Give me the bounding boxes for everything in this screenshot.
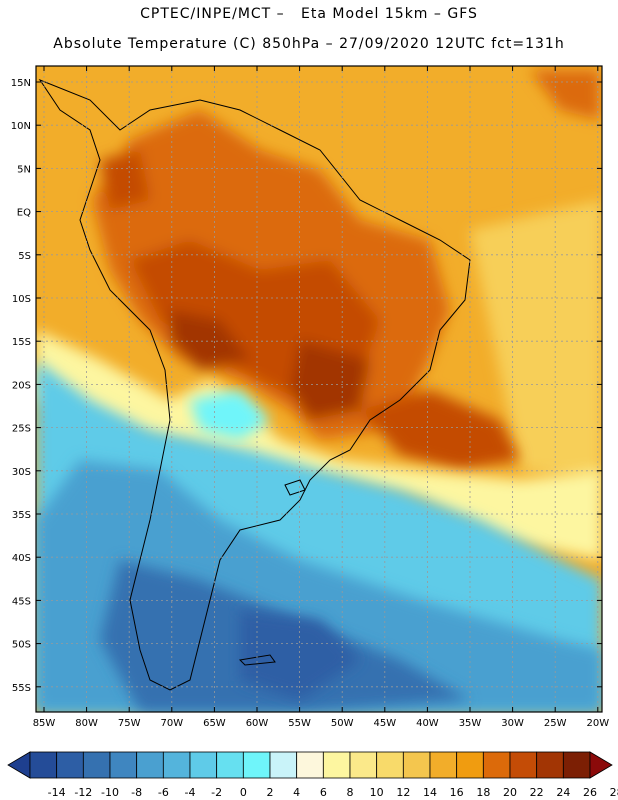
colorbar-swatch xyxy=(269,751,298,779)
lat-label: 35S xyxy=(12,510,31,521)
colorbar-labels: -14 -12 -10 -8 -6 -4 -2 0 2 4 6 8 10 12 14 16 18 20 22 24 26… xyxy=(48,786,618,799)
coastlines xyxy=(38,78,471,691)
lon-label: 85W xyxy=(33,718,56,729)
colorbar-swatch xyxy=(82,751,111,779)
lat-label: 15S xyxy=(12,337,31,348)
colorbar-label: 20 xyxy=(503,786,517,799)
colorbar-swatch xyxy=(216,751,244,779)
colorbar-label: 24 xyxy=(556,786,570,799)
colorbar-label: 8 xyxy=(347,786,354,799)
colorbar-swatch xyxy=(509,751,538,779)
lat-label: 45S xyxy=(12,596,31,607)
colorbar-label: 28 xyxy=(610,786,618,799)
colorbar-label: -8 xyxy=(131,786,142,799)
colorbar-label: -6 xyxy=(158,786,169,799)
lon-label: 60W xyxy=(246,718,269,729)
lon-label: 65W xyxy=(203,718,226,729)
lat-label: 30S xyxy=(12,467,31,478)
colorbar-swatch xyxy=(136,751,164,779)
lat-label: EQ xyxy=(17,208,31,219)
lat-label: 25S xyxy=(12,424,31,435)
lon-label: 75W xyxy=(118,718,141,729)
plot-frame xyxy=(35,65,603,713)
colorbar-label: -4 xyxy=(185,786,196,799)
colorbar-label: 10 xyxy=(370,786,384,799)
colorbar-label: 2 xyxy=(267,786,274,799)
colorbar-swatch xyxy=(402,751,431,779)
colorbar-label: 4 xyxy=(293,786,300,799)
graticule xyxy=(36,66,602,712)
colorbar-swatch xyxy=(536,751,564,779)
lat-label: 40S xyxy=(12,553,31,564)
lat-label: 15N xyxy=(11,78,31,89)
lon-label: 40W xyxy=(416,718,439,729)
colorbar-label: -14 xyxy=(48,786,66,799)
colorbar-swatch xyxy=(429,751,458,779)
lon-label: 70W xyxy=(160,718,183,729)
map-title-line1: CPTEC/INPE/MCT – Eta Model 15km – GFS xyxy=(140,6,478,22)
colorbar-label: -2 xyxy=(211,786,222,799)
colorbar-label: 26 xyxy=(583,786,597,799)
lat-label: 10S xyxy=(12,294,31,305)
lat-label: 50S xyxy=(12,640,31,651)
colorbar-swatch xyxy=(189,751,218,779)
lat-label: 5S xyxy=(18,251,31,262)
colorbar-swatch xyxy=(56,751,84,779)
colorbar xyxy=(7,751,613,779)
colorbar-label: -10 xyxy=(101,786,119,799)
colorbar-label: 6 xyxy=(320,786,327,799)
lat-label: 10N xyxy=(11,121,31,132)
lat-label: 5N xyxy=(17,164,31,175)
colorbar-label: 0 xyxy=(240,786,247,799)
colorbar-swatch xyxy=(376,751,404,779)
colorbar-swatch xyxy=(109,751,138,779)
longitude-labels: 85W 80W 75W 70W 65W 60W 55W 50W 45W 40W 35W 30W 25W 2… xyxy=(33,66,609,729)
colorbar-swatch xyxy=(29,751,58,779)
latitude-labels: 15N 10N 5N EQ 5S 10S 15S 20S 25S 30S 35S 40S 45S 50S 5… xyxy=(11,78,602,694)
lat-label: 20S xyxy=(12,380,31,391)
colorbar-arrow-low xyxy=(7,751,31,779)
lon-label: 80W xyxy=(75,718,98,729)
colorbar-label: 18 xyxy=(476,786,490,799)
colorbar-swatch xyxy=(349,751,378,779)
colorbar-swatch xyxy=(322,751,351,779)
hot-core xyxy=(92,70,600,470)
lon-label: 55W xyxy=(288,718,311,729)
colorbar-arrow-high xyxy=(589,751,613,779)
lat-label: 55S xyxy=(12,683,31,694)
lon-label: 20W xyxy=(586,718,609,729)
colorbar-label: 14 xyxy=(423,786,437,799)
colorbar-swatch xyxy=(456,751,484,779)
colorbar-label: 12 xyxy=(396,786,410,799)
colorbar-label: 22 xyxy=(530,786,544,799)
colorbar-label: -12 xyxy=(74,786,92,799)
lon-label: 50W xyxy=(331,718,354,729)
temperature-field xyxy=(36,66,602,712)
lon-label: 35W xyxy=(459,718,482,729)
lon-label: 30W xyxy=(501,718,524,729)
colorbar-swatch xyxy=(296,751,324,779)
lon-label: 45W xyxy=(373,718,396,729)
colorbar-swatch xyxy=(482,751,511,779)
colorbar-label: 16 xyxy=(450,786,464,799)
colorbar-swatch xyxy=(162,751,191,779)
lon-label: 25W xyxy=(544,718,567,729)
map-title-line2: Absolute Temperature (C) 850hPa – 27/09/… xyxy=(53,36,565,52)
colorbar-swatch xyxy=(562,751,591,779)
colorbar-swatch xyxy=(242,751,271,779)
